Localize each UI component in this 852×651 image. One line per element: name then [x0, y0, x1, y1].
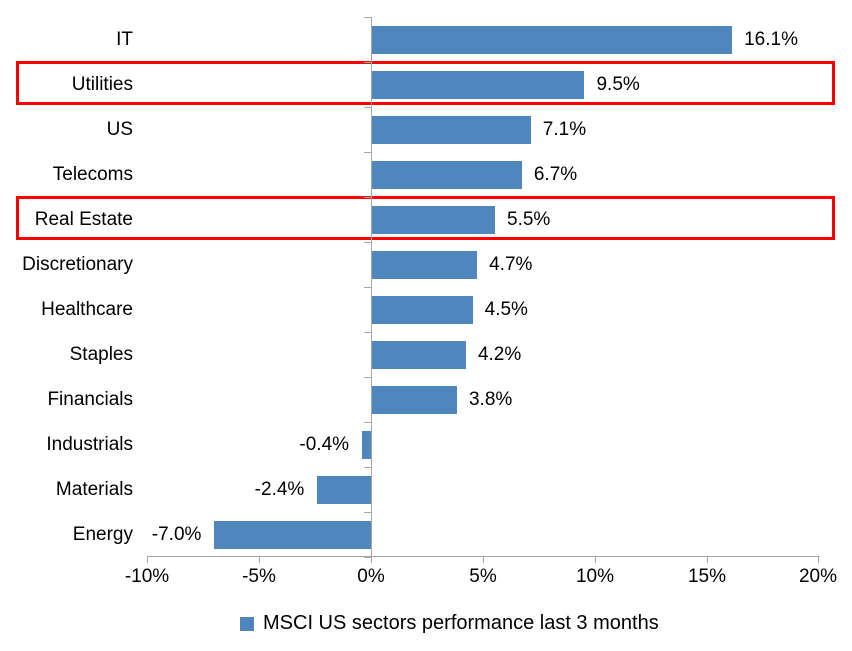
bar [372, 296, 473, 324]
x-axis-tick [707, 556, 708, 563]
category-label: Financials [47, 389, 133, 410]
value-label: 16.1% [744, 29, 798, 50]
bar [372, 26, 733, 54]
bar [214, 521, 371, 549]
category-tick [364, 332, 371, 333]
category-label: IT [116, 29, 133, 50]
category-tick [364, 512, 371, 513]
legend-marker-icon [240, 616, 254, 631]
category-label: Discretionary [22, 254, 133, 275]
x-axis-tick [259, 556, 260, 563]
category-tick [364, 17, 371, 18]
bar [372, 386, 457, 414]
bar [372, 71, 585, 99]
bar [372, 251, 478, 279]
x-axis-tick-label: 5% [469, 566, 497, 587]
bar [317, 476, 371, 504]
highlight-box [16, 196, 835, 240]
x-axis-tick [595, 556, 596, 563]
category-tick [364, 287, 371, 288]
x-axis-tick-label: 15% [687, 566, 727, 587]
bar [372, 161, 522, 189]
value-label: 6.7% [533, 164, 578, 185]
x-axis-tick-label: 20% [798, 566, 838, 587]
category-label: Telecoms [52, 164, 133, 185]
category-label: US [106, 119, 133, 140]
category-tick [364, 422, 371, 423]
category-label: Real Estate [34, 209, 133, 230]
value-label: 9.5% [596, 74, 640, 95]
legend: MSCI US sectors performance last 3 month… [240, 612, 659, 635]
value-label: 7.1% [542, 119, 587, 140]
category-label: Industrials [46, 434, 133, 455]
value-label: 5.5% [507, 209, 551, 230]
value-label: -7.0% [151, 524, 202, 545]
x-axis-line [148, 556, 820, 557]
value-label: -0.4% [299, 434, 350, 455]
x-axis-tick [818, 556, 819, 563]
category-tick [364, 467, 371, 468]
bar [372, 116, 531, 144]
category-tick [364, 377, 371, 378]
value-label: 3.8% [468, 389, 513, 410]
category-label: Healthcare [41, 299, 133, 320]
category-label: Utilities [71, 74, 133, 95]
value-label: -2.4% [254, 479, 305, 500]
x-axis-tick-label: 0% [357, 566, 385, 587]
x-axis-tick [483, 556, 484, 563]
category-tick [364, 152, 371, 153]
value-label: 4.2% [477, 344, 522, 365]
highlight-box [16, 61, 835, 105]
category-tick [364, 197, 371, 198]
x-axis-tick-label: 10% [575, 566, 615, 587]
y-axis-line [371, 17, 372, 563]
legend-label: MSCI US sectors performance last 3 month… [263, 612, 659, 634]
value-label: 4.7% [489, 254, 533, 275]
category-label: Materials [55, 479, 133, 500]
category-tick [364, 107, 371, 108]
x-axis-tick [147, 556, 148, 563]
bar [372, 206, 496, 234]
category-tick [364, 557, 371, 558]
x-axis-tick-label: -5% [242, 566, 276, 587]
x-axis-tick-label: -10% [124, 566, 170, 587]
bar [372, 341, 466, 369]
value-label: 4.5% [484, 299, 528, 320]
category-tick [364, 62, 371, 63]
x-axis-tick [371, 556, 372, 563]
bar [362, 431, 371, 459]
category-label: Staples [69, 344, 133, 365]
category-label: Energy [72, 524, 133, 545]
category-tick [364, 242, 371, 243]
